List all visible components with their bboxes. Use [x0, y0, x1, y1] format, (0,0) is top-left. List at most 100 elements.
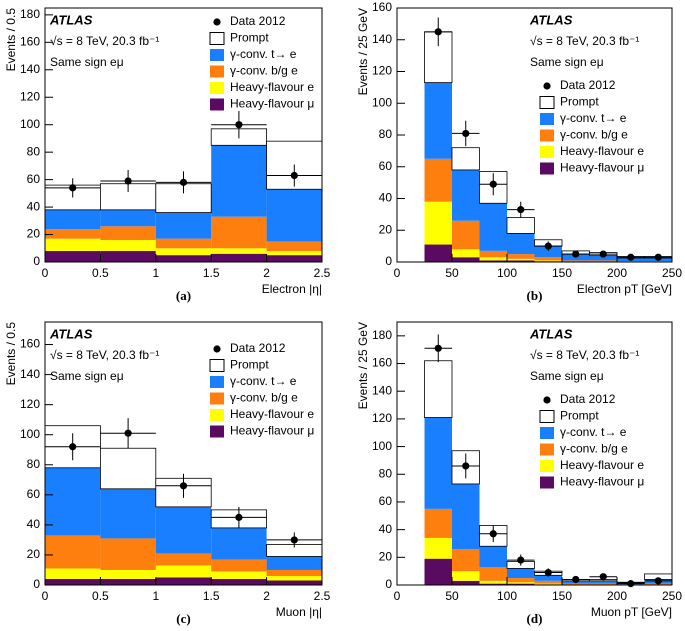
data-point [544, 242, 552, 250]
bar-segment [45, 568, 101, 579]
legend-label: Prompt [230, 31, 269, 45]
data-point [489, 180, 497, 188]
legend-marker [213, 345, 221, 353]
bar-segment [452, 220, 480, 250]
bar-segment [100, 240, 156, 252]
annotation: Same sign eμ [530, 369, 604, 383]
legend-swatch [540, 460, 554, 472]
x-tick-label: 200 [607, 266, 627, 280]
y-tick-label: 100 [20, 427, 40, 441]
legend-label: Heavy-flavour μ [230, 97, 314, 111]
bar-segment [451, 147, 480, 171]
y-tick-label: 0 [33, 254, 40, 268]
bar-segment [534, 580, 562, 584]
legend-label: Heavy-flavour e [560, 458, 644, 472]
x-tick-label: 0.5 [92, 266, 109, 280]
bar-segment [534, 583, 562, 585]
x-tick-label: 0 [42, 589, 49, 603]
x-tick-label: 1.5 [203, 266, 220, 280]
bar-segment [479, 250, 507, 258]
x-tick-label: 1 [152, 589, 159, 603]
legend-label: γ-conv. t→ e [230, 374, 297, 388]
data-point [572, 250, 580, 258]
y-tick-label: 0 [385, 254, 392, 268]
y-tick-label: 120 [372, 64, 392, 78]
data-point [544, 568, 552, 577]
data-point [654, 577, 662, 585]
atlas-label: ATLAS [529, 12, 573, 27]
x-axis-label: Muon |η| [276, 605, 322, 619]
bar-segment [266, 251, 322, 256]
bar-segment [211, 253, 267, 262]
bar-segment [479, 203, 507, 251]
bar-segment [424, 360, 453, 418]
bar-segment [100, 447, 157, 490]
bar-segment [211, 571, 267, 579]
y-tick-label: 20 [27, 227, 41, 241]
x-tick-label: 0 [394, 589, 401, 603]
bar-segment [452, 580, 480, 585]
data-point [489, 530, 497, 538]
y-tick-label: 100 [372, 439, 392, 453]
legend-swatch [209, 32, 225, 45]
y-tick-label: 180 [372, 328, 392, 342]
bar-segment [452, 549, 480, 572]
bar-segment [100, 226, 156, 241]
legend-swatch [540, 476, 554, 489]
legend-marker [213, 18, 221, 26]
bar-segment [424, 244, 452, 262]
legend-swatch [540, 129, 554, 142]
bar-segment [100, 209, 156, 227]
x-tick-label: 200 [607, 589, 627, 603]
caption: (b) [527, 288, 543, 303]
legend-swatch [540, 146, 554, 158]
x-tick-label: 100 [497, 266, 517, 280]
y-tick-label: 80 [27, 144, 41, 158]
y-axis-label: Events / 25 GeV [356, 8, 370, 95]
y-tick-label: 0 [385, 577, 392, 591]
bar-segment [507, 233, 535, 255]
annotation: √s = 8 TeV, 20.3 fb⁻¹ [50, 348, 159, 362]
bar-segment [589, 255, 617, 261]
legend-label: γ-conv. t→ e [230, 47, 297, 61]
bar-segment [45, 229, 101, 239]
data-point [462, 129, 470, 138]
bar-segment [534, 257, 562, 261]
y-axis-label: Events / 25 GeV [356, 322, 370, 409]
bar-segment [507, 258, 535, 261]
data-point [572, 575, 580, 584]
legend-label: Data 2012 [230, 14, 286, 28]
data-point [69, 443, 77, 451]
y-tick-label: 160 [20, 34, 40, 48]
data-point [462, 462, 470, 470]
bar-segment [452, 257, 480, 262]
x-axis-label: Electron |η| [262, 282, 322, 296]
data-point [124, 177, 132, 185]
bar-segment [266, 575, 322, 581]
legend-marker [543, 82, 551, 90]
legend-swatch [210, 98, 224, 111]
x-tick-label: 0 [394, 266, 401, 280]
legend-swatch [210, 49, 224, 61]
y-axis-label: Events / 0.5 [4, 322, 18, 386]
bar-segment [45, 209, 101, 230]
legend-swatch [210, 82, 224, 94]
y-tick-label: 60 [27, 487, 41, 501]
bar-segment [452, 169, 480, 221]
data-point [517, 206, 525, 214]
y-tick-label: 120 [20, 397, 40, 411]
bar-segment [45, 238, 101, 252]
y-tick-label: 140 [372, 383, 392, 397]
x-tick-label: 2.5 [314, 589, 331, 603]
y-tick-label: 140 [372, 32, 392, 46]
x-tick-label: 0 [42, 266, 49, 280]
legend-label: Data 2012 [560, 392, 616, 406]
atlas-label: ATLAS [49, 12, 93, 27]
data-point [235, 121, 243, 129]
data-point [290, 536, 298, 544]
x-tick-label: 250 [662, 589, 682, 603]
bar-segment [479, 260, 507, 262]
y-tick-label: 20 [379, 222, 393, 236]
bar-segment [100, 569, 156, 579]
legend-label: Prompt [560, 95, 599, 109]
